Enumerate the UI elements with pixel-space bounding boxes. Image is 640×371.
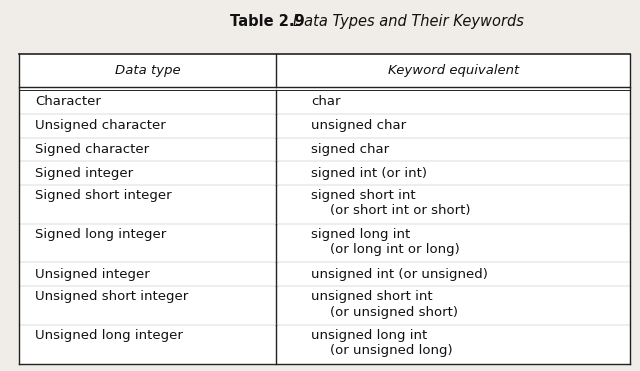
Text: Keyword equivalent: Keyword equivalent	[388, 64, 519, 77]
Text: Signed short integer: Signed short integer	[35, 189, 172, 202]
Text: Unsigned short integer: Unsigned short integer	[35, 290, 188, 303]
Text: (or long int or long): (or long int or long)	[330, 243, 460, 256]
Text: char: char	[311, 95, 340, 108]
Text: unsigned long int: unsigned long int	[311, 329, 428, 342]
Text: (or unsigned long): (or unsigned long)	[330, 344, 453, 357]
Text: Table 2.9: Table 2.9	[230, 14, 305, 29]
Bar	[19, 54, 630, 364]
Text: signed int (or int): signed int (or int)	[311, 167, 427, 180]
Text: (or short int or short): (or short int or short)	[330, 204, 471, 217]
Text: unsigned short int: unsigned short int	[311, 290, 433, 303]
Text: signed long int: signed long int	[311, 228, 410, 241]
Text: Data Types and Their Keywords: Data Types and Their Keywords	[279, 14, 524, 29]
Text: signed short int: signed short int	[311, 189, 416, 202]
Text: Character: Character	[35, 95, 101, 108]
Text: unsigned int (or unsigned): unsigned int (or unsigned)	[311, 268, 488, 281]
Text: Unsigned integer: Unsigned integer	[35, 268, 150, 281]
Text: (or unsigned short): (or unsigned short)	[330, 306, 458, 319]
Text: Unsigned character: Unsigned character	[35, 119, 166, 132]
Text: Signed character: Signed character	[35, 143, 149, 156]
Text: Unsigned long integer: Unsigned long integer	[35, 329, 183, 342]
Text: unsigned char: unsigned char	[311, 119, 406, 132]
Text: Data type: Data type	[115, 64, 180, 77]
Text: Signed long integer: Signed long integer	[35, 228, 166, 241]
Text: Signed integer: Signed integer	[35, 167, 133, 180]
Text: signed char: signed char	[311, 143, 389, 156]
